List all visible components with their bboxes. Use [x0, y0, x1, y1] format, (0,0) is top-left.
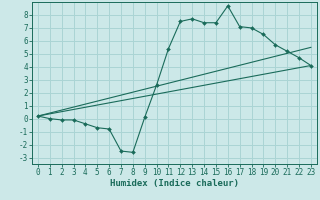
X-axis label: Humidex (Indice chaleur): Humidex (Indice chaleur) — [110, 179, 239, 188]
